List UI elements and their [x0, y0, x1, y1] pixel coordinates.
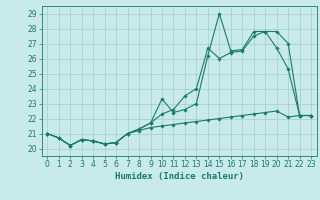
X-axis label: Humidex (Indice chaleur): Humidex (Indice chaleur) — [115, 172, 244, 181]
